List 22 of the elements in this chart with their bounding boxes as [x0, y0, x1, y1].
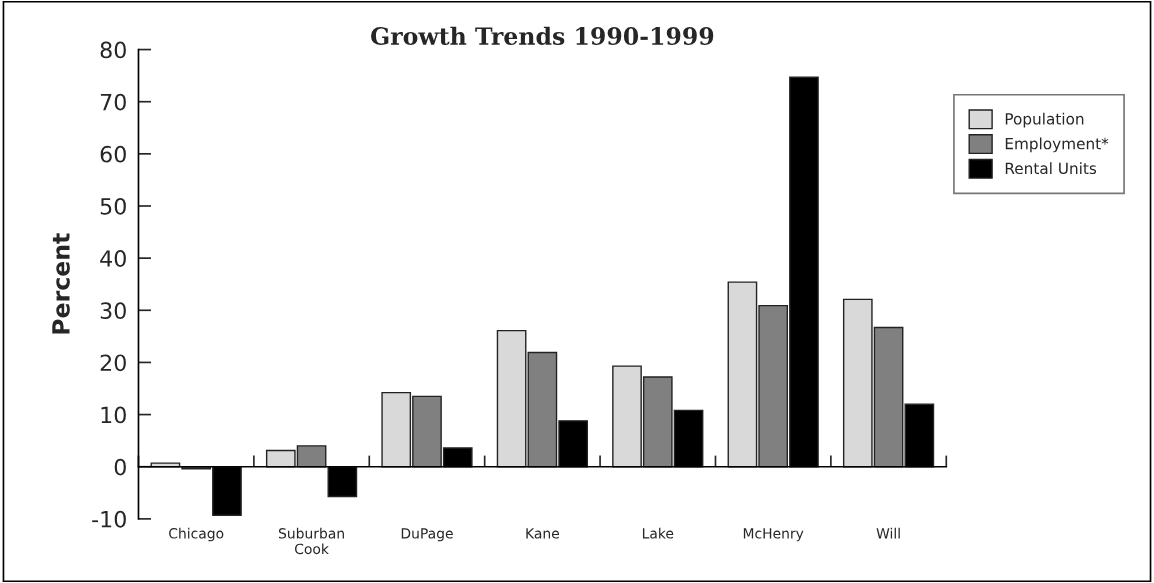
legend-label: Rental Units: [1005, 162, 1097, 175]
y-tick-label: 70: [100, 93, 126, 111]
x-tick-label: Chicago: [169, 527, 224, 542]
y-tick-label: 80: [100, 41, 126, 59]
chart-title: Growth Trends 1990-1999: [371, 26, 714, 45]
y-tick-label: 10: [101, 406, 126, 424]
y-axis-title: Percent: [52, 233, 70, 334]
x-tick-label: McHenry: [743, 528, 804, 542]
x-tick-label: Suburban Cook: [278, 527, 344, 555]
x-tick-label: Kane: [526, 528, 559, 539]
legend-label: Employment*: [1005, 137, 1109, 153]
x-tick-label: Will: [876, 527, 900, 539]
x-tick-label: Lake: [642, 527, 674, 539]
x-tick-label: DuPage: [401, 528, 453, 542]
y-tick-label: 20: [100, 354, 126, 372]
y-tick-label: 50: [100, 197, 126, 215]
y-tick-label: -10: [92, 510, 126, 528]
legend-label: Population: [1005, 112, 1084, 128]
y-tick-label: 60: [100, 145, 126, 163]
y-tick-label: 40: [100, 250, 126, 267]
y-tick-label: 0: [114, 458, 126, 476]
y-tick-label: 30: [100, 302, 126, 320]
